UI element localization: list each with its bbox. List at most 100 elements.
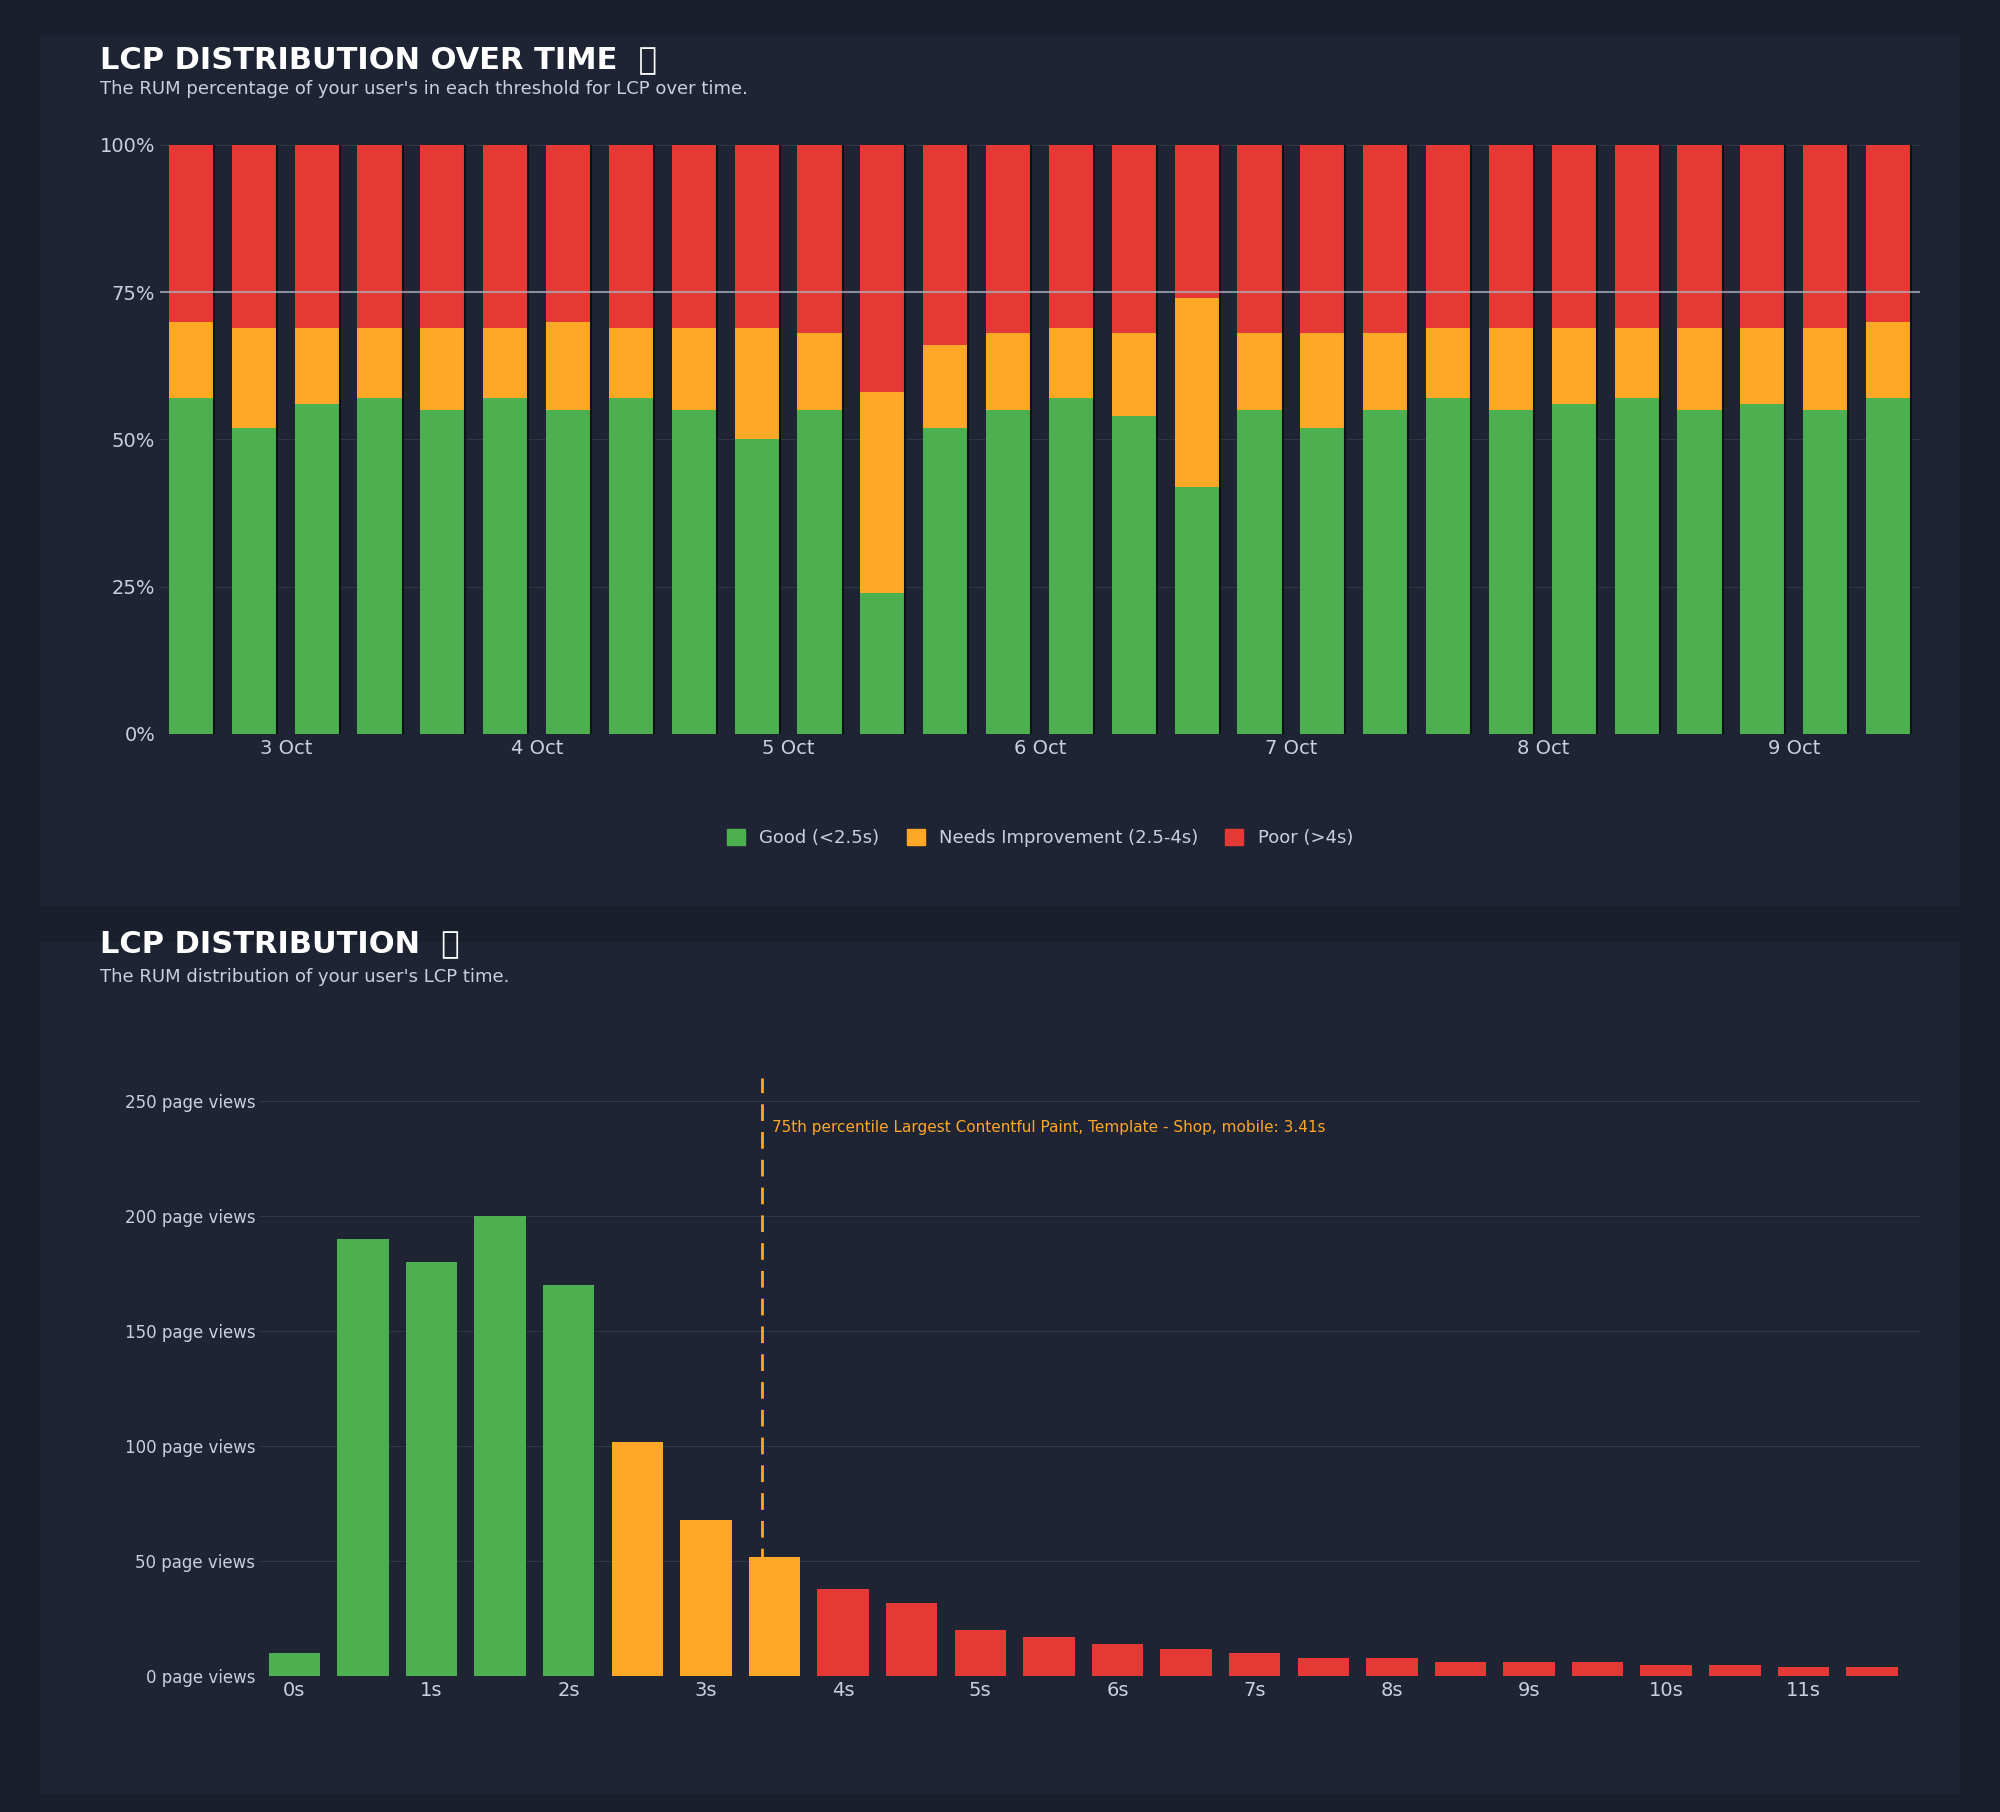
Bar [860, 393, 906, 593]
Bar [484, 145, 528, 328]
Bar [1300, 145, 1346, 333]
Bar [1112, 417, 1156, 734]
Bar [734, 328, 780, 440]
Bar [1488, 145, 1534, 328]
Bar [546, 410, 592, 734]
Bar [1572, 1662, 1624, 1676]
Bar [1488, 328, 1534, 410]
Bar [734, 145, 780, 328]
Bar [420, 328, 466, 410]
Bar [886, 1602, 938, 1676]
Bar [1866, 323, 1912, 399]
Bar [1678, 145, 1722, 328]
Bar [232, 328, 276, 428]
Bar [860, 145, 906, 393]
Bar [1364, 333, 1408, 410]
Bar [1678, 410, 1722, 734]
Bar [406, 1263, 458, 1676]
Bar [1740, 145, 1786, 328]
Bar [1710, 1665, 1760, 1676]
Bar [1434, 1662, 1486, 1676]
Bar [1504, 1662, 1554, 1676]
Bar [798, 410, 842, 734]
Bar [1640, 1665, 1692, 1676]
Bar [268, 1653, 320, 1676]
Bar [1174, 299, 1220, 487]
Bar [1740, 404, 1786, 734]
Bar [1804, 410, 1848, 734]
Bar [1804, 328, 1848, 410]
Bar [924, 428, 968, 734]
Bar [748, 1557, 800, 1676]
Bar [358, 399, 402, 734]
Bar [546, 323, 592, 410]
Text: 75th percentile Largest Contentful Paint, Template - Shop, mobile: 3.41s: 75th percentile Largest Contentful Paint… [772, 1120, 1326, 1134]
Bar [1366, 1658, 1418, 1676]
Bar [1552, 328, 1596, 404]
Bar [672, 410, 716, 734]
Bar [1112, 333, 1156, 417]
Bar [680, 1520, 732, 1676]
Bar [358, 145, 402, 328]
Bar [1238, 333, 1282, 410]
Bar [1238, 410, 1282, 734]
Bar [612, 1442, 662, 1676]
Bar [232, 428, 276, 734]
Bar [168, 399, 214, 734]
Bar [1112, 145, 1156, 333]
Bar [1426, 145, 1472, 328]
Bar [294, 404, 340, 734]
Bar [1092, 1643, 1144, 1676]
Bar [954, 1631, 1006, 1676]
Bar [1048, 145, 1094, 328]
Bar [1048, 328, 1094, 399]
Bar [542, 1285, 594, 1676]
Bar [420, 145, 466, 328]
Bar [924, 346, 968, 428]
Text: LCP DISTRIBUTION  👥: LCP DISTRIBUTION 👥 [100, 930, 460, 959]
Bar [168, 323, 214, 399]
Bar [1174, 145, 1220, 299]
Bar [986, 145, 1032, 333]
Bar [484, 328, 528, 399]
Bar [1552, 404, 1596, 734]
Bar [420, 410, 466, 734]
Bar [1778, 1667, 1830, 1676]
Text: The RUM distribution of your user's LCP time.: The RUM distribution of your user's LCP … [100, 968, 510, 986]
Bar [672, 145, 716, 328]
Bar [474, 1216, 526, 1676]
Text: The RUM percentage of your user's in each threshold for LCP over time.: The RUM percentage of your user's in eac… [100, 80, 748, 98]
Bar [338, 1239, 388, 1676]
Bar [1426, 399, 1472, 734]
Bar [1364, 410, 1408, 734]
Bar [546, 145, 592, 323]
Bar [860, 593, 906, 734]
Bar [924, 145, 968, 346]
Bar [608, 145, 654, 328]
Bar [1846, 1667, 1898, 1676]
Bar [798, 145, 842, 333]
Bar [734, 440, 780, 734]
Bar [1614, 328, 1660, 399]
Bar [1300, 428, 1346, 734]
Bar [484, 399, 528, 734]
Bar [798, 333, 842, 410]
Bar [168, 145, 214, 323]
Bar [1300, 333, 1346, 428]
Bar [1160, 1649, 1212, 1676]
Bar [986, 410, 1032, 734]
Bar [1228, 1653, 1280, 1676]
Bar [1364, 145, 1408, 333]
Bar [1678, 328, 1722, 410]
Bar [1174, 487, 1220, 734]
Legend: Good (<2.5s), Needs Improvement (2.5-4s), Poor (>4s): Good (<2.5s), Needs Improvement (2.5-4s)… [720, 821, 1360, 855]
Bar [1614, 399, 1660, 734]
Bar [1048, 399, 1094, 734]
Bar [1238, 145, 1282, 333]
Bar [1804, 145, 1848, 328]
Bar [1614, 145, 1660, 328]
Bar [232, 145, 276, 328]
Bar [986, 333, 1032, 410]
Bar [672, 328, 716, 410]
Bar [1740, 328, 1786, 404]
